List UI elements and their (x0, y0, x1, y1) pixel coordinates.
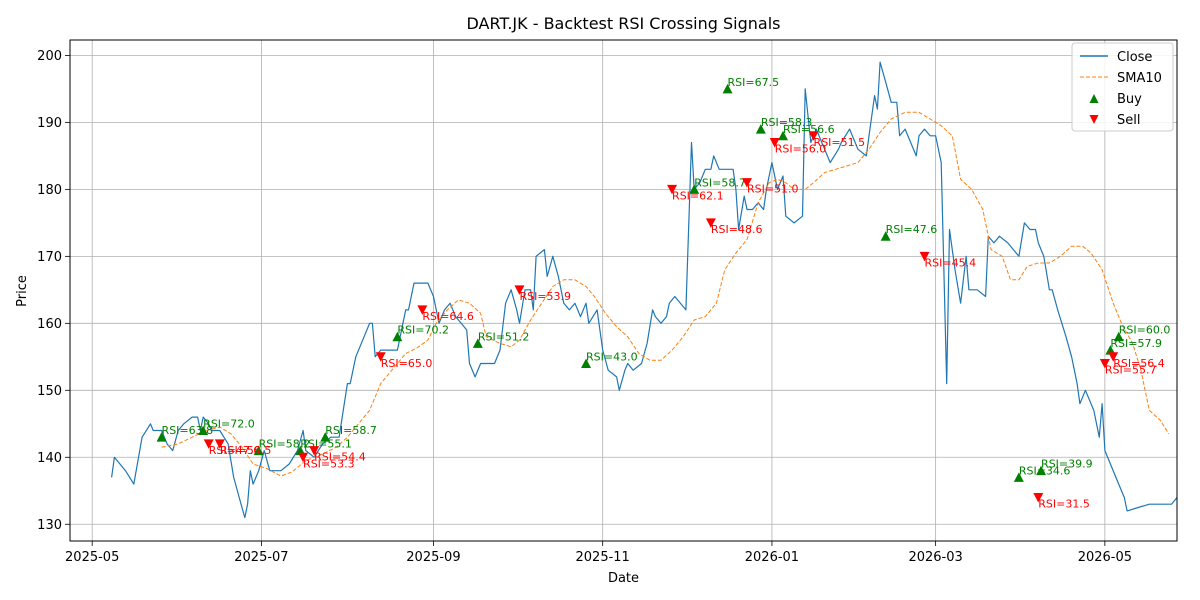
sell-annotation: RSI=51.0 (747, 183, 799, 196)
y-tick-label: 160 (37, 317, 62, 332)
legend-close-label: Close (1117, 50, 1152, 65)
sell-marker (705, 218, 716, 228)
sell-annotation: RSI=45.4 (925, 256, 977, 269)
buy-annotation: RSI=47.6 (886, 223, 938, 236)
close-line (111, 61, 1177, 519)
sell-marker (417, 305, 428, 315)
x-tick-label: 2026-03 (908, 550, 962, 565)
sell-marker (1099, 359, 1110, 369)
sell-marker (1108, 352, 1119, 362)
buy-marker (472, 338, 483, 348)
buy-marker (1113, 331, 1124, 342)
buy-marker (689, 184, 700, 194)
buy-marker (392, 331, 403, 342)
sma10-line (161, 111, 1170, 477)
buy-marker (295, 445, 306, 456)
buy-annotation: RSI=60.0 (1119, 324, 1171, 337)
buy-marker (1105, 345, 1116, 355)
buy-marker (581, 358, 592, 369)
buy-marker (156, 432, 167, 442)
axis-ticks: 2025-05 2025-07 2025-09 2025-11 2026-01 2026-… (37, 49, 1132, 565)
y-tick-label: 170 (37, 250, 62, 265)
x-tick-label: 2025-05 (65, 550, 119, 565)
sell-marker (309, 446, 320, 456)
chart-title: DART.JK - Backtest RSI Crossing Signals (467, 14, 781, 33)
x-tick-label: 2026-05 (1078, 550, 1132, 565)
buy-marker (778, 130, 789, 141)
buy-annotation: RSI=58.7 (694, 176, 746, 189)
y-tick-label: 130 (37, 518, 62, 533)
sell-annotation: RSI=48.6 (711, 223, 763, 236)
buy-annotation: RSI=58.7 (325, 424, 377, 437)
legend-buy-marker (1089, 94, 1099, 103)
sell-marker (808, 131, 819, 141)
legend-sell-label: Sell (1117, 113, 1140, 128)
sell-annotation: RSI=47.6 (209, 444, 261, 457)
sell-marker (769, 137, 780, 148)
y-tick-label: 150 (37, 384, 62, 399)
sell-annotation: RSI=65.0 (381, 357, 433, 370)
buy-annotation: RSI=58.2 (259, 438, 311, 451)
sell-annotation: RSI=53.3 (303, 457, 355, 470)
x-axis-label: Date (608, 571, 639, 586)
x-tick-label: 2025-07 (234, 550, 288, 565)
sell-marker (741, 178, 752, 188)
grid (70, 40, 1177, 541)
sell-annotation: RSI=56.4 (1113, 357, 1165, 370)
sell-marker (514, 285, 525, 295)
buy-marker (320, 432, 331, 442)
sell-marker (375, 352, 386, 362)
buy-marker (722, 83, 733, 94)
sell-annotation: RSI=55.7 (1105, 364, 1157, 377)
x-tick-label: 2025-09 (406, 550, 460, 565)
y-tick-label: 200 (37, 49, 62, 64)
buy-annotation: RSI=34.6 (1019, 464, 1071, 477)
legend: Close SMA10 Buy Sell (1071, 42, 1174, 132)
sell-annotation: RSI=31.5 (1038, 497, 1090, 510)
sell-marker (214, 439, 225, 449)
sell-annotation: RSI=64.6 (422, 310, 474, 323)
legend-sma-label: SMA10 (1117, 71, 1162, 86)
buy-annotation: RSI=67.5 (728, 76, 780, 89)
buy-annotation: RSI=43.0 (586, 351, 638, 364)
plot-area: RSI=63.8RSI=72.0RSI=58.2RSI=55.1RSI=58.7… (111, 61, 1177, 519)
buy-annotation: RSI=58.3 (761, 116, 813, 129)
buy-annotation: RSI=51.2 (478, 330, 530, 343)
y-axis-label: Price (15, 275, 30, 307)
legend-box (1071, 42, 1174, 132)
sell-annotation: RSI=50.5 (220, 444, 272, 457)
sell-marker (667, 184, 678, 195)
legend-buy-label: Buy (1117, 92, 1142, 107)
legend-sell-marker (1089, 115, 1099, 124)
buy-marker (1036, 465, 1047, 476)
x-tick-label: 2026-01 (745, 550, 799, 565)
x-tick-label: 2025-11 (576, 550, 630, 565)
sell-marker (203, 439, 214, 449)
y-tick-label: 190 (37, 116, 62, 131)
buy-annotation: RSI=72.0 (203, 417, 255, 430)
sell-annotation: RSI=51.5 (814, 136, 866, 149)
buy-annotation: RSI=57.9 (1110, 337, 1162, 350)
buy-annotation: RSI=70.2 (397, 324, 449, 337)
buy-marker (198, 425, 209, 435)
sell-annotation: RSI=54.4 (314, 451, 366, 464)
plot-frame (69, 39, 1178, 542)
sell-marker (919, 251, 930, 262)
sell-annotation: RSI=53.9 (519, 290, 571, 303)
sell-annotation: RSI=62.1 (672, 189, 724, 202)
buy-marker (253, 445, 264, 456)
buy-marker (755, 124, 766, 134)
buy-marker (880, 231, 891, 241)
buy-annotation: RSI=56.6 (783, 123, 835, 136)
y-tick-label: 180 (37, 183, 62, 198)
sell-annotation: RSI=56.0 (775, 142, 827, 155)
y-tick-label: 140 (37, 451, 62, 466)
buy-marker (1013, 472, 1024, 482)
buy-annotation: RSI=39.9 (1041, 458, 1093, 471)
sell-marker (1033, 492, 1044, 503)
sell-marker (298, 452, 309, 463)
